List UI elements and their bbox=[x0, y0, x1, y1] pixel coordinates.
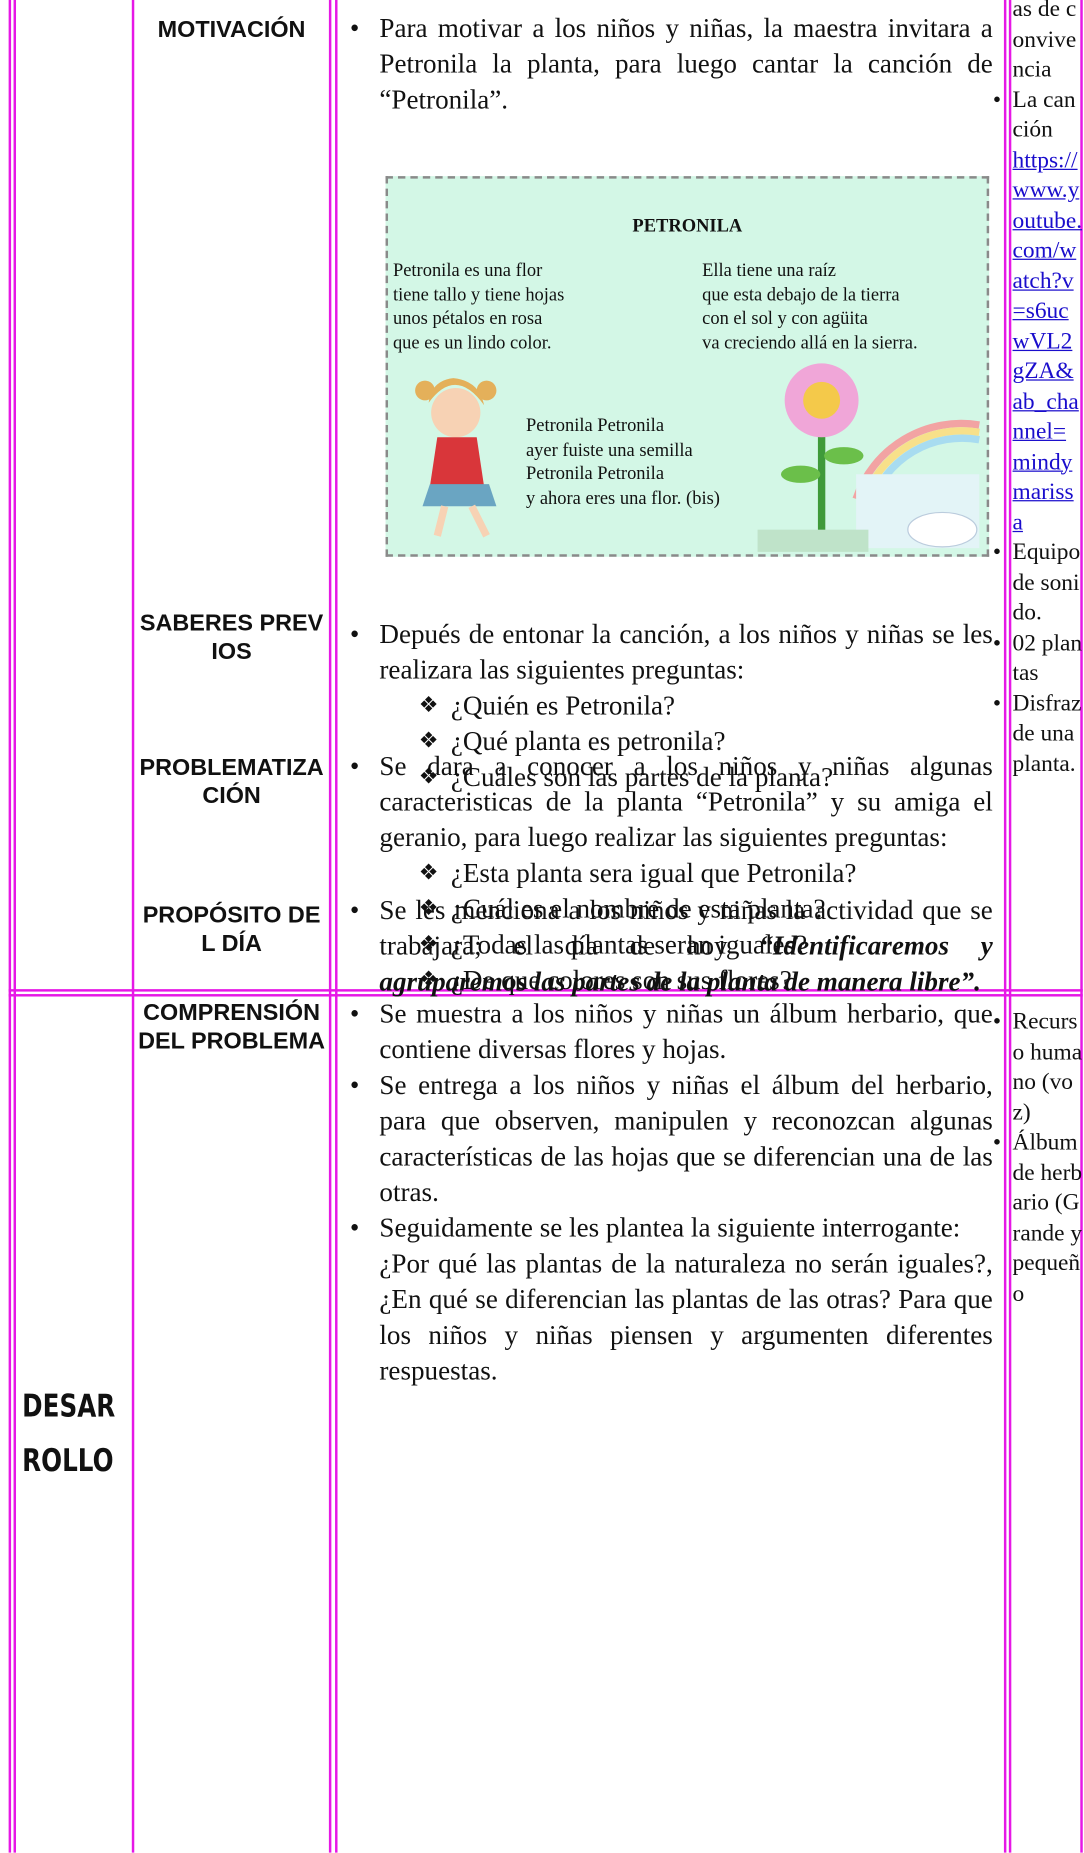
resource-list: as de convivenciaLa canciónhttps://www.y… bbox=[993, 0, 1084, 780]
poem-title: PETRONILA bbox=[632, 216, 743, 237]
poem-line: ayer fuiste una semilla bbox=[525, 440, 693, 461]
bullet: Seguidamente se les plantea la siguiente… bbox=[342, 1210, 993, 1389]
border bbox=[131, 0, 135, 1853]
poem-stanza: Petronila es una flor tiene tallo y tiene… bbox=[393, 260, 564, 356]
resource-text: La canción bbox=[1012, 86, 1076, 143]
bullet: Para motivar a los niños y niñas, la mae… bbox=[342, 10, 993, 117]
border bbox=[1008, 0, 1012, 1853]
resource-text: Disfraz de una planta. bbox=[1012, 690, 1082, 777]
emphasis-text: “Identificaremos y agruparemos las parte… bbox=[379, 930, 993, 997]
poem-line: que es un lindo color. bbox=[392, 333, 552, 353]
bullet-note: ¿Por qué las plantas de la naturaleza no… bbox=[379, 1247, 993, 1386]
question-item: ¿Esta planta sera igual que Petronila? bbox=[342, 855, 992, 891]
resource-list: Recurso humano (voz)Álbum de herbario (G… bbox=[993, 1008, 1084, 1310]
resource-link[interactable]: https://www.youtube.com/watch?v=s6ucwVL2… bbox=[1012, 147, 1083, 536]
bullet: Se les menciona a los niños y niñas la a… bbox=[342, 892, 993, 999]
section-label: MOTIVACIÓN bbox=[157, 17, 306, 44]
bullet-text: Se entrega a los niños y niñas el álbum … bbox=[379, 1069, 993, 1208]
border bbox=[328, 0, 332, 1853]
bullet: Depués de entonar la canción, a los niño… bbox=[342, 616, 993, 687]
resource-text: 02 plantas bbox=[1012, 630, 1083, 687]
resource-item: 02 plantas bbox=[993, 629, 1084, 689]
poem-line: Ella tiene una raíz bbox=[702, 261, 837, 281]
border bbox=[13, 0, 17, 1853]
poem-line: va creciendo allá en la sierra. bbox=[702, 333, 918, 353]
girl-illustration bbox=[415, 378, 497, 538]
border bbox=[8, 0, 12, 1853]
section-label: PROPÓSITO DEL DÍA bbox=[142, 902, 321, 958]
resource-text: as de convivencia bbox=[1012, 0, 1077, 83]
poem-stanza: Petronila Petronila ayer fuiste una semil… bbox=[526, 415, 720, 511]
border bbox=[1080, 0, 1083, 1853]
poem-line: unos pétalos en rosa bbox=[392, 309, 543, 329]
poem-box: PETRONILA Petronila es una flor tiene tall… bbox=[385, 176, 990, 557]
resource-item: Álbum de herbario (Grande y pequeño bbox=[993, 1128, 1084, 1309]
bullet-text: Se dara a conocer a los niños y niñas al… bbox=[379, 750, 993, 853]
bullet: Se muestra a los niños y niñas un álbum … bbox=[342, 995, 993, 1066]
poem-line: Petronila Petronila bbox=[525, 416, 665, 437]
border bbox=[1003, 0, 1007, 1853]
poem-line: Petronila Petronila bbox=[525, 464, 665, 485]
bullet: Se entrega a los niños y niñas el álbum … bbox=[342, 1067, 993, 1210]
bullet-text: Para motivar a los niños y niñas, la mae… bbox=[379, 12, 993, 115]
resource-item: Disfraz de una planta. bbox=[993, 689, 1084, 780]
poem-line: tiene tallo y tiene hojas bbox=[392, 285, 565, 305]
bullet: Se dara a conocer a los niños y niñas al… bbox=[342, 748, 993, 855]
border bbox=[335, 0, 338, 1853]
resource-text: Recurso humano (voz) bbox=[1012, 1008, 1083, 1126]
section-content: Se muestra a los niños y niñas un álbum … bbox=[342, 995, 993, 1389]
poem-line: y ahora eres una flor. (bis) bbox=[525, 488, 720, 509]
bullet-text: Se les menciona a los niños y niñas la a… bbox=[379, 894, 993, 961]
resource-item: as de convivencia bbox=[993, 0, 1084, 86]
resource-item: La canciónhttps://www.youtube.com/watch?… bbox=[993, 86, 1084, 539]
flower-illustration bbox=[757, 363, 980, 552]
section-content: Para motivar a los niños y niñas, la mae… bbox=[342, 10, 993, 117]
section-label: COMPRENSIÓN DEL PROBLEMA bbox=[138, 1000, 325, 1055]
question-item: ¿Quién es Petronila? bbox=[342, 687, 992, 723]
poem-line: que esta debajo de la tierra bbox=[702, 285, 900, 305]
resource-text: Álbum de herbario (Grande y pequeño bbox=[1012, 1129, 1083, 1307]
resource-item: Recurso humano (voz) bbox=[993, 1008, 1084, 1129]
resource-item: Equipo de sonido. bbox=[993, 538, 1084, 629]
poem-line: con el sol y con agüita bbox=[702, 309, 868, 329]
poem-line: Petronila es una flor bbox=[392, 261, 543, 281]
section-label: SABERES PREVIOS bbox=[139, 610, 324, 666]
section-label: PROBLEMATIZACIÓN bbox=[139, 755, 324, 810]
phase-label: DESAR ROLLO bbox=[22, 1388, 116, 1479]
poem-stanza: Ella tiene una raíz que esta debajo de la… bbox=[702, 260, 917, 356]
section-content: Se les menciona a los niños y niñas la a… bbox=[342, 892, 993, 999]
bullet-text: Se muestra a los niños y niñas un álbum … bbox=[379, 997, 993, 1065]
bullet-text: Seguidamente se les plantea la siguiente… bbox=[379, 1212, 961, 1243]
resource-text: Equipo de sonido. bbox=[1012, 539, 1081, 626]
bullet-text: Depués de entonar la canción, a los niño… bbox=[379, 618, 993, 685]
